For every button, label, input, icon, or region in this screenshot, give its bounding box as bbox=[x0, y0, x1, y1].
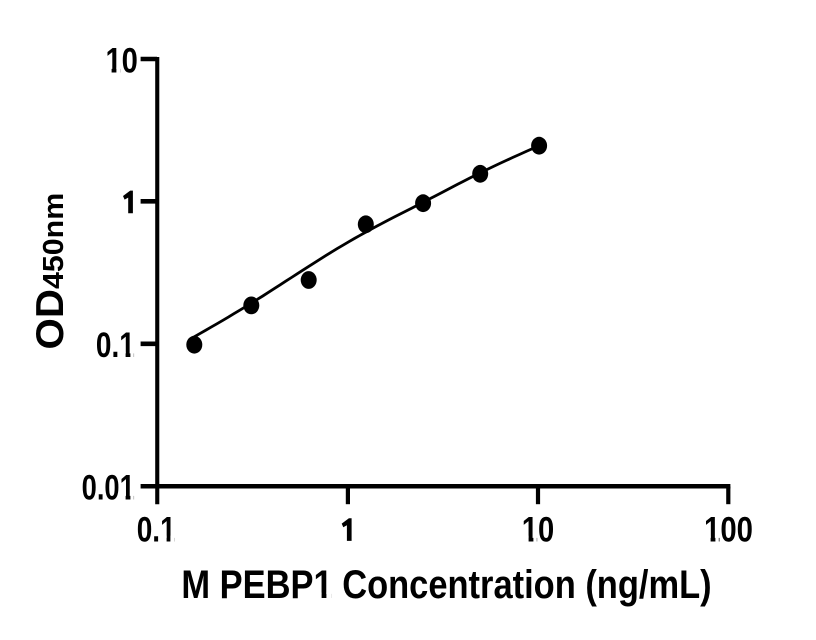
svg-text:10: 10 bbox=[522, 510, 554, 549]
svg-text:0.1: 0.1 bbox=[137, 509, 176, 549]
svg-text:0.01: 0.01 bbox=[82, 468, 135, 507]
svg-text:M PEBP1 Concentration (ng/mL): M PEBP1 Concentration (ng/mL) bbox=[181, 562, 711, 607]
svg-text:0.1: 0.1 bbox=[96, 325, 135, 365]
svg-text:10: 10 bbox=[105, 41, 137, 80]
svg-text:100: 100 bbox=[704, 510, 753, 549]
